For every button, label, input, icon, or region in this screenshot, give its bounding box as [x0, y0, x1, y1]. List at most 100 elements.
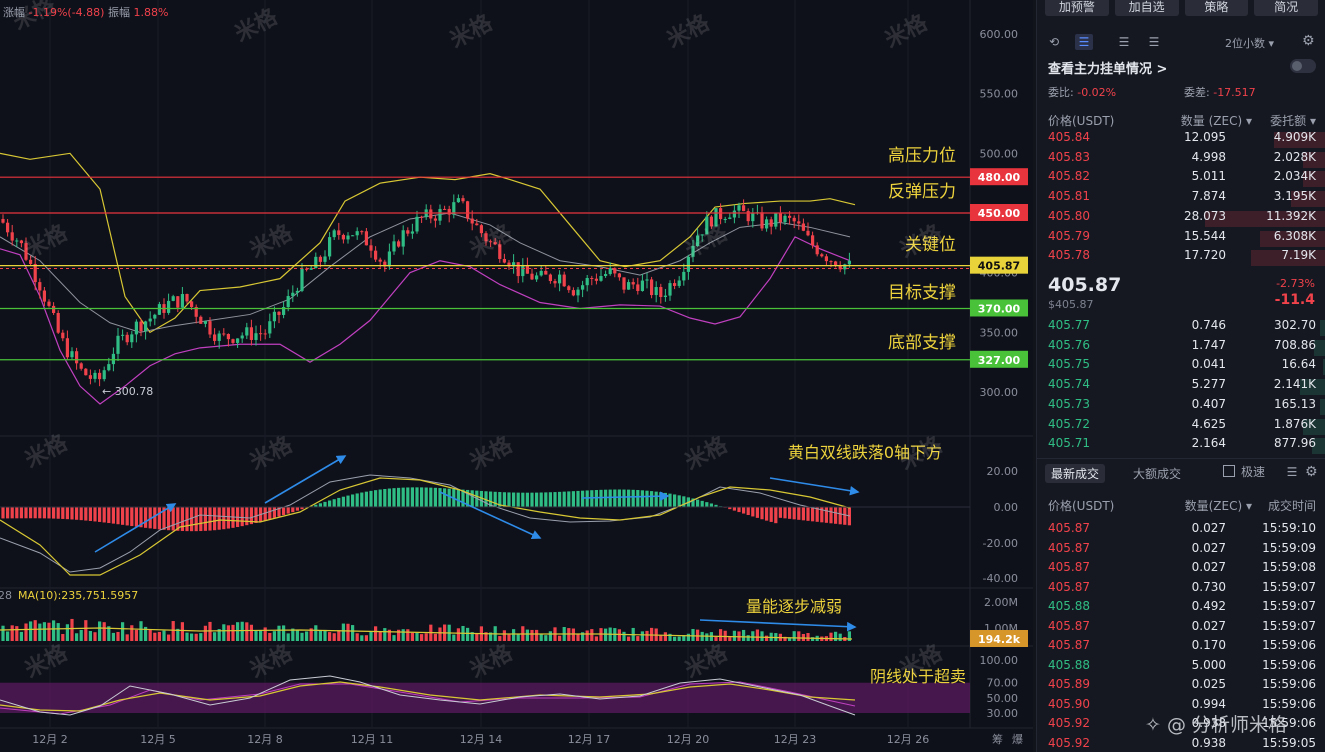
candle-body	[705, 216, 709, 235]
add-watchlist-button[interactable]: 加自选	[1114, 0, 1179, 16]
volume-bar	[691, 628, 695, 641]
trade-qty: 0.994	[1191, 696, 1226, 711]
decimals-select[interactable]: 2位小数 ▾	[1225, 37, 1275, 50]
level-tag: 480.00	[978, 171, 1021, 184]
candle-body	[751, 212, 755, 222]
strategy-button[interactable]: 策略	[1184, 0, 1249, 16]
orderbook-row[interactable]: 405.73 0.407 165.13	[1037, 397, 1325, 417]
trend-arrow	[264, 455, 347, 504]
total-header[interactable]: 委托额 ▾	[1270, 114, 1316, 128]
add-alert-button[interactable]: 加预警	[1045, 0, 1109, 16]
chart-area[interactable]: 600.00550.00500.00450.00400.00350.00300.…	[0, 0, 1033, 752]
macd-bar	[521, 492, 525, 507]
bids-view-icon[interactable]: ☰	[1118, 35, 1130, 49]
macd-bar	[673, 494, 677, 507]
candle-body	[654, 287, 658, 296]
macd-bar	[10, 507, 14, 519]
gear-icon[interactable]: ⚙	[1302, 33, 1315, 49]
orderbook-row[interactable]: 405.80 28.073 11.392K	[1037, 209, 1325, 229]
volume-bar	[806, 633, 810, 641]
trend-arrow	[699, 619, 857, 632]
candle-body	[636, 284, 640, 291]
candle-body	[691, 245, 695, 257]
volume-bar	[70, 618, 74, 641]
macd-bar	[617, 489, 621, 507]
candle-body	[364, 231, 368, 246]
macd-bar	[590, 490, 594, 507]
main-orders-toggle[interactable]	[1290, 59, 1316, 73]
macd-bar	[61, 507, 65, 519]
trade-time: 15:59:06	[1262, 657, 1316, 672]
overview-button[interactable]: 简况	[1254, 0, 1318, 16]
candle-body	[305, 268, 309, 270]
volume-bar	[636, 636, 640, 641]
macd-bar	[424, 487, 428, 507]
orderbook-row[interactable]: 405.81 7.874 3.195K	[1037, 189, 1325, 209]
orderbook-row[interactable]: 405.71 2.164 877.96	[1037, 436, 1325, 456]
candle-body	[466, 201, 470, 219]
trade-price: 405.88	[1048, 599, 1090, 613]
volume-bar	[337, 630, 341, 641]
cell-qty: 0.746	[1191, 318, 1226, 332]
candle-body	[254, 333, 258, 340]
orderbook-row[interactable]: 405.79 15.544 6.308K	[1037, 229, 1325, 249]
level-note: 底部支撑	[888, 333, 956, 353]
macd-bar	[760, 507, 764, 520]
fast-checkbox[interactable]: 极速	[1223, 463, 1265, 480]
macd-bar	[429, 487, 433, 507]
candle-body	[153, 314, 157, 319]
trades-gear-icon[interactable]: ⚙	[1305, 464, 1318, 480]
orderbook-row[interactable]: 405.74 5.277 2.141K	[1037, 377, 1325, 397]
orderbook-row[interactable]: 405.72 4.625 1.876K	[1037, 417, 1325, 437]
volume-bar	[116, 631, 120, 641]
volume-bar	[226, 625, 230, 641]
orderbook-row[interactable]: 405.78 17.720 7.19K	[1037, 248, 1325, 268]
orderbook-row[interactable]: 405.76 1.747 708.86	[1037, 338, 1325, 358]
main-orders-link[interactable]: 查看主力挂单情况 >	[1048, 62, 1168, 77]
kline-chart[interactable]: 600.00550.00500.00450.00400.00350.00300.…	[0, 0, 1033, 752]
candle-body	[696, 235, 700, 246]
both-sides-view-icon[interactable]: ☰	[1075, 34, 1093, 50]
candle-body	[79, 363, 83, 369]
trade-time: 15:59:07	[1262, 599, 1316, 613]
level-tag: 450.00	[978, 207, 1021, 220]
trend-arrow	[439, 491, 542, 540]
tab-latest-trades[interactable]: 最新成交	[1045, 464, 1106, 483]
candle-body	[774, 213, 778, 227]
tab-large-trades[interactable]: 大额成交	[1133, 467, 1182, 481]
trade-qty: 0.938	[1191, 735, 1226, 750]
asks-view-icon[interactable]: ☰	[1148, 35, 1160, 49]
candle-body	[121, 334, 125, 336]
trade-row: 405.87 0.027 15:59:08	[1037, 560, 1325, 580]
refresh-icon[interactable]: ⟲	[1048, 35, 1060, 49]
macd-bar	[75, 507, 79, 520]
candle-body	[746, 211, 750, 222]
macd-bar	[608, 489, 612, 507]
date-tick: 12月 5	[140, 733, 176, 746]
trade-price: 405.87	[1048, 540, 1090, 555]
orderbook-row[interactable]: 405.77 0.746 302.70	[1037, 318, 1325, 338]
qty-header[interactable]: 数量 (ZEC) ▾	[1180, 114, 1252, 128]
candle-body	[47, 301, 51, 306]
orderbook-row[interactable]: 405.84 12.095 4.909K	[1037, 130, 1325, 150]
macd-bar	[585, 490, 589, 507]
trade-row: 405.92 0.938 15:59:05	[1037, 736, 1325, 752]
corner-label: 筹	[992, 732, 1003, 746]
orderbook-row[interactable]: 405.75 0.041 16.64	[1037, 357, 1325, 377]
filter-icon[interactable]: ☰	[1286, 465, 1298, 479]
volume-bar	[663, 632, 667, 641]
volume-bar	[111, 632, 115, 641]
volume-bar	[291, 628, 295, 641]
candle-body	[447, 208, 451, 215]
orderbook-row[interactable]: 405.83 4.998 2.028K	[1037, 150, 1325, 170]
macd-bar	[783, 507, 787, 519]
trades-header: 价格(USDT) 数量(ZEC) ▾ 成交时间	[1048, 499, 1316, 513]
cell-total: 1.876K	[1273, 416, 1316, 431]
cell-price: 405.83	[1048, 149, 1090, 164]
trade-qty-header[interactable]: 数量(ZEC) ▾	[1184, 499, 1252, 513]
orderbook-row[interactable]: 405.82 5.011 2.034K	[1037, 169, 1325, 189]
volume-bar	[52, 620, 56, 641]
volume-bar	[659, 634, 663, 641]
right-panel: 加预警 加自选 策略 简况 ⟲ ☰ ☰ ☰ 2位小数 ▾ ⚙ 查看主力挂单情况 …	[1036, 0, 1325, 752]
macd-bar	[249, 507, 253, 525]
